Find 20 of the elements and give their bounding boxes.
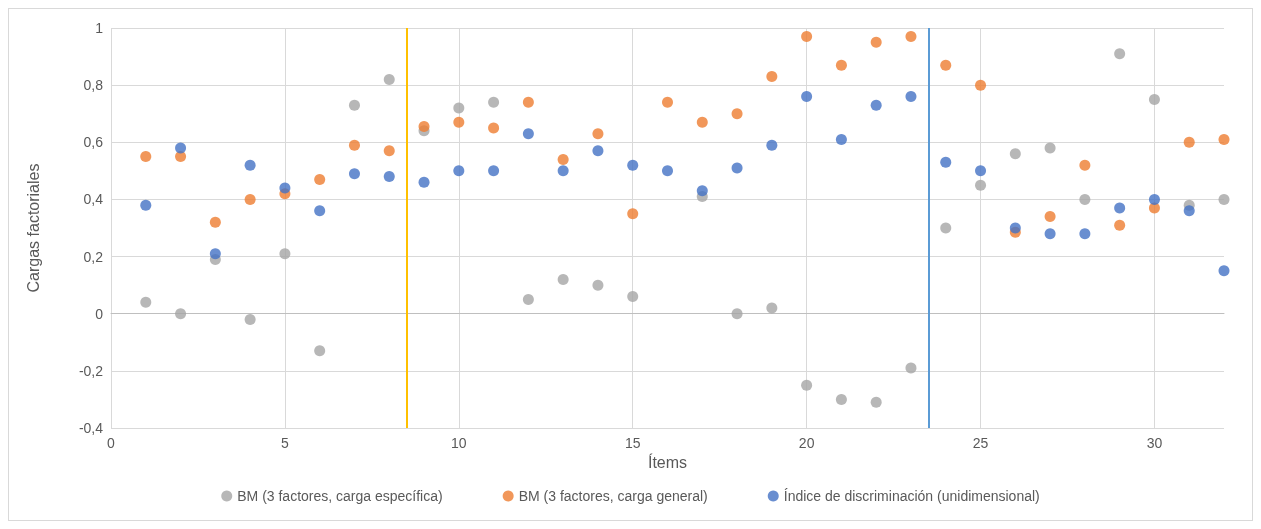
y-tick-label: 0,6: [83, 134, 104, 151]
legend-label: BM (3 factores, carga general): [518, 488, 708, 504]
y-tick-label: 0: [95, 305, 104, 322]
x-tick-label: 25: [972, 435, 989, 451]
y-tick-label: 1: [95, 20, 104, 36]
y-tick-label: 0,4: [83, 191, 104, 208]
legend-label: BM (3 factores, carga específica): [237, 488, 443, 504]
y-tick-label: -0,4: [78, 420, 104, 436]
x-tick-label: 0: [107, 435, 116, 451]
x-tick-label: 10: [451, 435, 467, 451]
x-tick-label: 15: [624, 435, 641, 451]
y-tick-label: 0,8: [83, 77, 104, 94]
y-axis-title: Cargas factoriales: [24, 163, 42, 293]
y-tick-label: -0,2: [78, 362, 104, 379]
y-tick-label: 0,2: [83, 248, 104, 265]
x-tick-label: 20: [798, 435, 815, 451]
legend-label: Índice de discriminación (unidimensional): [783, 488, 1040, 504]
x-axis-title: Ítems: [647, 453, 688, 472]
x-tick-label: 30: [1146, 435, 1163, 451]
x-tick-label: 5: [281, 435, 290, 451]
